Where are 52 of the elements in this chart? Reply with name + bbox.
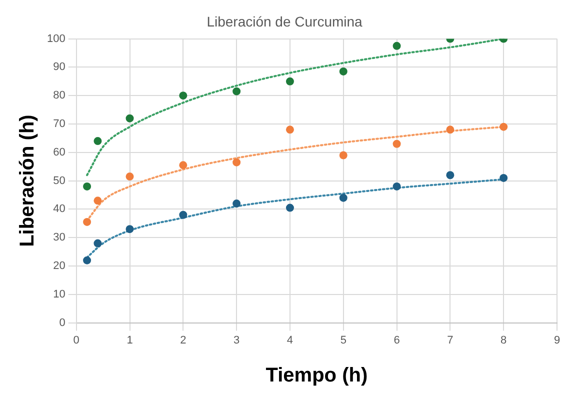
y-tick-label: 0: [59, 316, 66, 329]
chart-title: Liberación de Curcumina: [206, 13, 363, 30]
point: [446, 126, 454, 134]
x-axis-title: Tiempo (h): [266, 364, 368, 387]
point: [94, 239, 102, 248]
point: [500, 174, 508, 182]
point: [179, 210, 188, 219]
point: [94, 137, 102, 146]
point: [232, 87, 241, 96]
x-tick-label: 9: [554, 334, 560, 346]
point: [339, 194, 348, 202]
x-tick-label: 4: [286, 334, 294, 346]
point: [179, 161, 188, 170]
y-tick-label: 20: [53, 260, 66, 272]
x-tick-label: 6: [394, 334, 400, 346]
point: [500, 122, 508, 131]
y-tick-label: 60: [53, 146, 66, 158]
point: [83, 256, 92, 264]
x-tick-label: 7: [447, 334, 454, 346]
point: [126, 225, 134, 234]
point: [83, 182, 92, 190]
x-tick-label: 1: [126, 334, 133, 346]
x-tick-label: 0: [73, 334, 80, 346]
x-tick-label: 3: [234, 334, 240, 346]
point: [94, 196, 102, 205]
point: [446, 171, 454, 180]
y-tick-label: 50: [53, 174, 66, 187]
point: [232, 200, 241, 208]
y-tick-label: 30: [53, 232, 66, 244]
point: [126, 172, 134, 181]
y-tick-label: 10: [53, 288, 66, 300]
point: [339, 151, 348, 160]
y-axis-title: Liberación (h): [16, 114, 39, 247]
point: [126, 114, 134, 122]
point: [179, 92, 188, 100]
point: [232, 158, 241, 166]
y-tick-label: 80: [53, 90, 66, 102]
x-tick-label: 5: [340, 334, 346, 346]
point: [286, 126, 294, 134]
point: [392, 140, 401, 148]
y-tick-label: 70: [53, 118, 66, 130]
y-tick-label: 40: [53, 203, 66, 216]
y-tick-label: 100: [46, 32, 66, 45]
point: [83, 218, 92, 226]
point: [286, 77, 294, 86]
y-tick-label: 90: [53, 61, 66, 74]
x-tick-label: 2: [180, 334, 186, 346]
point: [392, 42, 401, 50]
point: [339, 67, 348, 76]
x-tick-label: 8: [500, 334, 507, 346]
point: [286, 204, 294, 212]
point: [392, 182, 401, 190]
